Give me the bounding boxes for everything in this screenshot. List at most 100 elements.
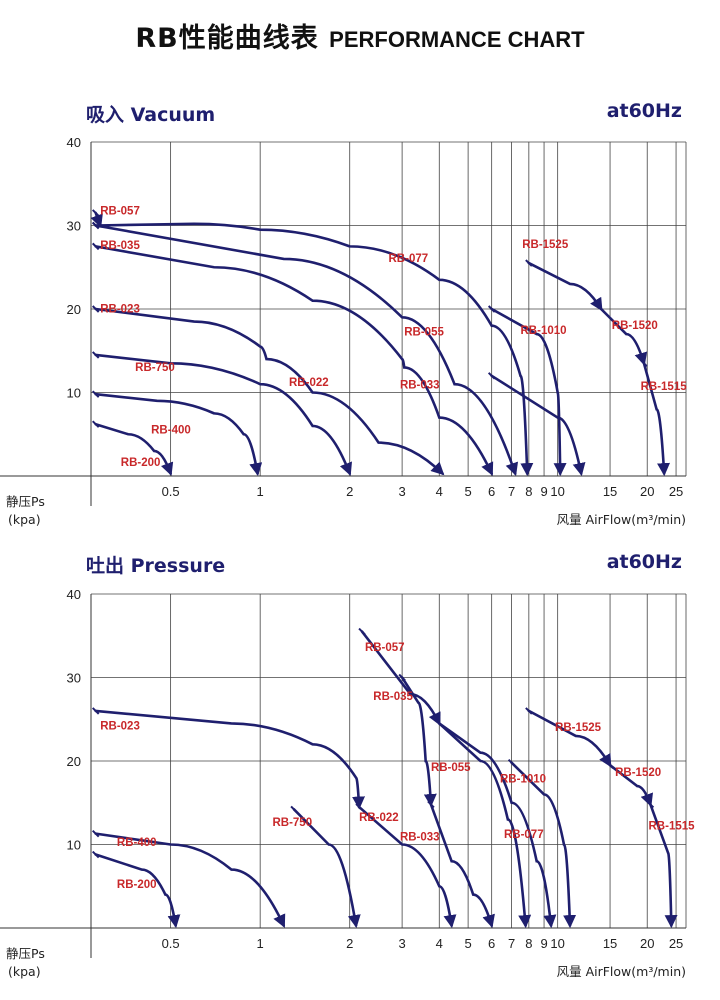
curve-rb-200 — [94, 853, 181, 929]
x-tick-label: 1 — [257, 936, 264, 951]
y-axis-title: 静压Ps — [6, 946, 45, 961]
curve-rb-1515 — [642, 361, 671, 477]
series-label-rb-1525: RB-1525 — [555, 722, 602, 734]
page-title-cn: RB性能曲线表 — [135, 23, 319, 54]
series-label-rb-400: RB-400 — [117, 837, 157, 849]
curve-rb-1010 — [510, 761, 577, 929]
series-label-rb-057: RB-057 — [100, 206, 140, 218]
curve-rb-057 — [360, 630, 441, 726]
vacuum-chart-title: 吸入 Vacuum — [86, 104, 216, 126]
curve-rb-1515 — [649, 803, 678, 929]
series-label-rb-057: RB-057 — [365, 642, 405, 654]
series-label-rb-035: RB-035 — [100, 240, 140, 252]
y-tick-label: 40 — [67, 135, 81, 150]
x-tick-label: 7 — [508, 484, 515, 499]
series-label-rb-750: RB-750 — [135, 362, 175, 374]
curve-start-tick — [91, 242, 100, 251]
curve-start-tick — [525, 707, 533, 715]
curve-rb-033 — [490, 374, 586, 477]
curve-rb-1525 — [527, 709, 612, 768]
x-axis-title: 风量 AirFlow(m³/min) — [557, 512, 686, 527]
y-tick-label: 20 — [67, 754, 81, 769]
curve-rb-023 — [94, 307, 445, 476]
x-tick-label: 1 — [257, 484, 264, 499]
curve-start-tick — [646, 800, 655, 809]
x-tick-label: 10 — [550, 484, 564, 499]
series-label-rb-055: RB-055 — [404, 327, 444, 339]
x-tick-label: 2 — [346, 936, 353, 951]
series-label-rb-1520: RB-1520 — [612, 320, 658, 332]
curve-rb-400 — [94, 832, 286, 928]
curve-start-tick — [487, 372, 496, 380]
pressure-frequency-label: at60Hz — [606, 551, 682, 573]
series-label-rb-400: RB-400 — [151, 424, 191, 436]
curve-rb-055 — [94, 224, 519, 476]
curve-start-tick — [91, 420, 100, 428]
x-tick-label: 6 — [488, 936, 495, 951]
y-axis-unit: (kpa) — [8, 512, 41, 527]
y-axis-title: 静压Ps — [6, 494, 45, 509]
curve-rb-200 — [94, 422, 174, 476]
curve-start-tick — [487, 305, 496, 313]
curve-start-tick — [358, 627, 366, 636]
page-title-en: PERFORMANCE CHART — [329, 27, 585, 52]
x-tick-label: 8 — [525, 936, 532, 951]
x-tick-label: 20 — [640, 936, 654, 951]
x-tick-label: 9 — [540, 936, 547, 951]
x-axis-title: 风量 AirFlow(m³/min) — [557, 964, 686, 979]
curve-rb-077 — [94, 222, 534, 477]
curve-start-tick — [606, 761, 614, 769]
curve-rb-077 — [437, 722, 557, 929]
x-tick-label: 10 — [550, 936, 564, 951]
y-tick-label: 40 — [67, 587, 81, 602]
curve-start-tick — [91, 829, 100, 838]
x-tick-label: 15 — [603, 936, 617, 951]
curve-start-tick — [355, 803, 363, 811]
curve-rb-035 — [400, 676, 437, 808]
curve-start-tick — [91, 305, 100, 313]
curve-rb-400 — [94, 392, 263, 477]
x-tick-label: 20 — [640, 484, 654, 499]
series-label-rb-023: RB-023 — [100, 720, 140, 732]
series-label-rb-033: RB-033 — [400, 379, 440, 391]
series-label-rb-077: RB-077 — [504, 829, 544, 841]
x-tick-label: 5 — [464, 484, 471, 499]
y-tick-label: 30 — [67, 219, 81, 234]
curve-rb-750 — [292, 808, 361, 929]
x-tick-label: 15 — [603, 484, 617, 499]
x-tick-label: 9 — [540, 484, 547, 499]
curve-start-tick — [91, 850, 100, 859]
curve-start-tick — [91, 209, 100, 217]
curve-start-tick — [91, 390, 100, 398]
curve-start-tick — [91, 351, 100, 359]
curve-rb-1525 — [527, 261, 603, 312]
series-label-rb-1010: RB-1010 — [521, 325, 567, 337]
y-tick-label: 10 — [67, 838, 81, 853]
x-tick-label: 2 — [346, 484, 353, 499]
x-tick-label: 4 — [436, 484, 443, 499]
y-tick-label: 10 — [67, 386, 81, 401]
curve-rb-750 — [94, 353, 352, 476]
series-label-rb-1525: RB-1525 — [522, 239, 569, 251]
series-label-rb-750: RB-750 — [272, 817, 312, 829]
page-title: RB性能曲线表 PERFORMANCE CHART — [0, 16, 720, 55]
series-label-rb-022: RB-022 — [289, 377, 329, 389]
curve-start-tick — [398, 673, 406, 682]
curve-rb-055 — [437, 722, 532, 929]
curve-start-tick — [290, 805, 298, 814]
curve-start-tick — [507, 758, 516, 767]
x-tick-label: 8 — [525, 484, 532, 499]
series-label-rb-022: RB-022 — [359, 812, 399, 824]
series-label-rb-077: RB-077 — [389, 253, 429, 265]
x-tick-label: 6 — [488, 484, 495, 499]
series-label-rb-1010: RB-1010 — [500, 774, 546, 786]
series-label-rb-200: RB-200 — [117, 879, 157, 891]
curve-rb-022 — [357, 805, 457, 929]
x-tick-label: 4 — [436, 936, 443, 951]
curve-rb-023 — [94, 709, 366, 810]
curve-start-tick — [597, 305, 605, 313]
series-label-rb-035: RB-035 — [373, 691, 413, 703]
series-label-rb-033: RB-033 — [400, 831, 440, 843]
